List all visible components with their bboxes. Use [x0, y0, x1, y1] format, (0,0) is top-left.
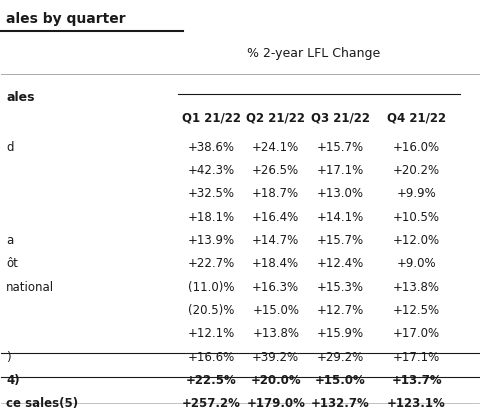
- Text: +9.9%: +9.9%: [396, 187, 436, 200]
- Text: +16.0%: +16.0%: [393, 141, 440, 154]
- Text: +16.4%: +16.4%: [252, 211, 300, 224]
- Text: +12.4%: +12.4%: [317, 257, 364, 270]
- Text: +123.1%: +123.1%: [387, 397, 446, 410]
- Text: +20.2%: +20.2%: [393, 164, 440, 177]
- Text: +12.5%: +12.5%: [393, 304, 440, 317]
- Text: Q3 21/22: Q3 21/22: [311, 112, 370, 125]
- Text: national: national: [6, 281, 54, 294]
- Text: +15.0%: +15.0%: [315, 374, 366, 387]
- Text: +15.0%: +15.0%: [252, 304, 300, 317]
- Text: +9.0%: +9.0%: [397, 257, 436, 270]
- Text: ôt: ôt: [6, 257, 18, 270]
- Text: +17.0%: +17.0%: [393, 327, 440, 340]
- Text: +15.3%: +15.3%: [317, 281, 364, 294]
- Text: +17.1%: +17.1%: [317, 164, 364, 177]
- Text: (11.0)%: (11.0)%: [188, 281, 235, 294]
- Text: +12.0%: +12.0%: [393, 234, 440, 247]
- Text: +14.7%: +14.7%: [252, 234, 300, 247]
- Text: +24.1%: +24.1%: [252, 141, 300, 154]
- Text: Q1 21/22: Q1 21/22: [182, 112, 241, 125]
- Text: d: d: [6, 141, 13, 154]
- Text: +22.7%: +22.7%: [188, 257, 235, 270]
- Text: (20.5)%: (20.5)%: [188, 304, 235, 317]
- Text: +16.3%: +16.3%: [252, 281, 300, 294]
- Text: 4): 4): [6, 374, 20, 387]
- Text: ales: ales: [6, 91, 35, 104]
- Text: +132.7%: +132.7%: [311, 397, 370, 410]
- Text: +42.3%: +42.3%: [188, 164, 235, 177]
- Text: ): ): [6, 351, 11, 364]
- Text: Q2 21/22: Q2 21/22: [246, 112, 305, 125]
- Text: +12.7%: +12.7%: [317, 304, 364, 317]
- Text: +13.0%: +13.0%: [317, 187, 364, 200]
- Text: +29.2%: +29.2%: [317, 351, 364, 364]
- Text: ales by quarter: ales by quarter: [6, 12, 126, 26]
- Text: +14.1%: +14.1%: [317, 211, 364, 224]
- Text: +39.2%: +39.2%: [252, 351, 300, 364]
- Text: +16.6%: +16.6%: [188, 351, 235, 364]
- Text: +18.7%: +18.7%: [252, 187, 300, 200]
- Text: +15.7%: +15.7%: [317, 141, 364, 154]
- Text: +179.0%: +179.0%: [246, 397, 305, 410]
- Text: +257.2%: +257.2%: [182, 397, 241, 410]
- Text: +15.7%: +15.7%: [317, 234, 364, 247]
- Text: +17.1%: +17.1%: [393, 351, 440, 364]
- Text: +18.4%: +18.4%: [252, 257, 300, 270]
- Text: +12.1%: +12.1%: [188, 327, 235, 340]
- Text: +32.5%: +32.5%: [188, 187, 235, 200]
- Text: +13.8%: +13.8%: [393, 281, 440, 294]
- Text: % 2-year LFL Change: % 2-year LFL Change: [247, 47, 381, 60]
- Text: a: a: [6, 234, 13, 247]
- Text: +10.5%: +10.5%: [393, 211, 440, 224]
- Text: Q4 21/22: Q4 21/22: [387, 112, 446, 125]
- Text: +38.6%: +38.6%: [188, 141, 235, 154]
- Text: +13.9%: +13.9%: [188, 234, 235, 247]
- Text: ce sales(5): ce sales(5): [6, 397, 78, 410]
- Text: +13.8%: +13.8%: [252, 327, 300, 340]
- Text: +22.5%: +22.5%: [186, 374, 237, 387]
- Text: +26.5%: +26.5%: [252, 164, 300, 177]
- Text: +13.7%: +13.7%: [391, 374, 442, 387]
- Text: +18.1%: +18.1%: [188, 211, 235, 224]
- Text: +20.0%: +20.0%: [251, 374, 301, 387]
- Text: +15.9%: +15.9%: [317, 327, 364, 340]
